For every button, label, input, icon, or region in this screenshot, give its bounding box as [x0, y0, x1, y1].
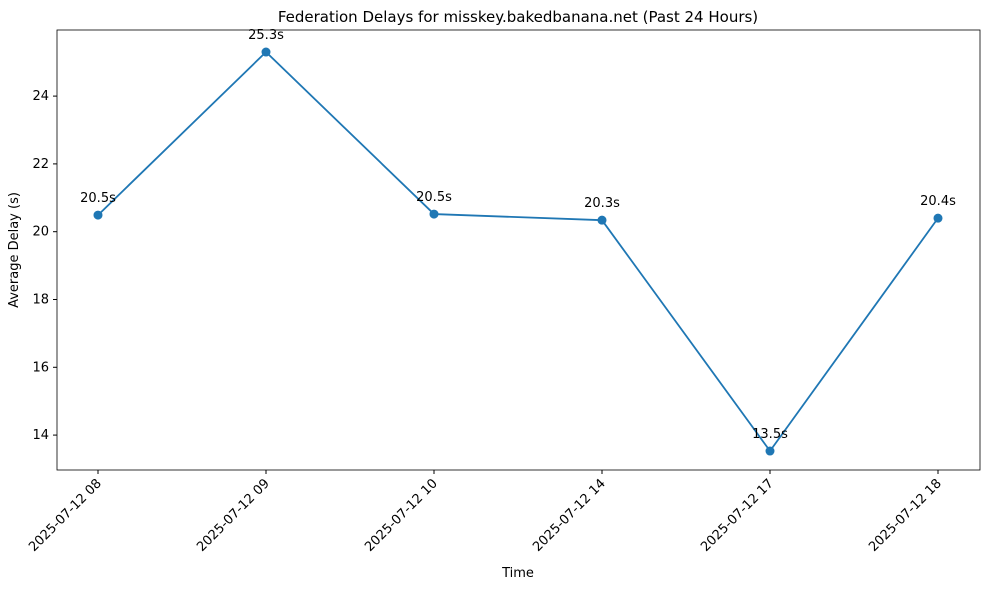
y-tick-label: 16: [32, 360, 49, 375]
point: [261, 47, 271, 57]
y-tick-label: 24: [32, 89, 49, 104]
point: [429, 209, 439, 219]
data-label: 20.3s: [584, 196, 620, 211]
y-tick-label: 22: [32, 157, 49, 172]
data-label: 20.5s: [416, 190, 452, 205]
y-axis-label: Average Delay (s): [7, 192, 22, 308]
line: [97, 50, 939, 453]
point: [765, 446, 775, 456]
y-tick-label: 18: [32, 292, 49, 307]
data-label: 20.4s: [920, 194, 956, 209]
x-tick-label: 2025-07-12 08: [26, 476, 105, 555]
x-axis-label: Time: [501, 566, 534, 581]
point: [93, 210, 103, 220]
data-label: 13.5s: [752, 427, 788, 442]
data-label: 25.3s: [248, 28, 284, 43]
plot-frame: [56, 29, 981, 471]
x-tick-label: 2025-07-12 14: [530, 476, 609, 555]
y-tick-label: 14: [32, 428, 49, 443]
data-label: 20.5s: [80, 191, 116, 206]
point: [933, 213, 943, 223]
point: [597, 215, 607, 225]
y-tick-label: 20: [32, 225, 49, 240]
x-tick-label: 2025-07-12 17: [698, 476, 777, 555]
x-tick-label: 2025-07-12 18: [866, 476, 945, 555]
chart-title: Federation Delays for misskey.bakedbanan…: [278, 8, 758, 26]
x-tick-label: 2025-07-12 10: [362, 476, 441, 555]
x-tick-label: 2025-07-12 09: [194, 476, 273, 555]
